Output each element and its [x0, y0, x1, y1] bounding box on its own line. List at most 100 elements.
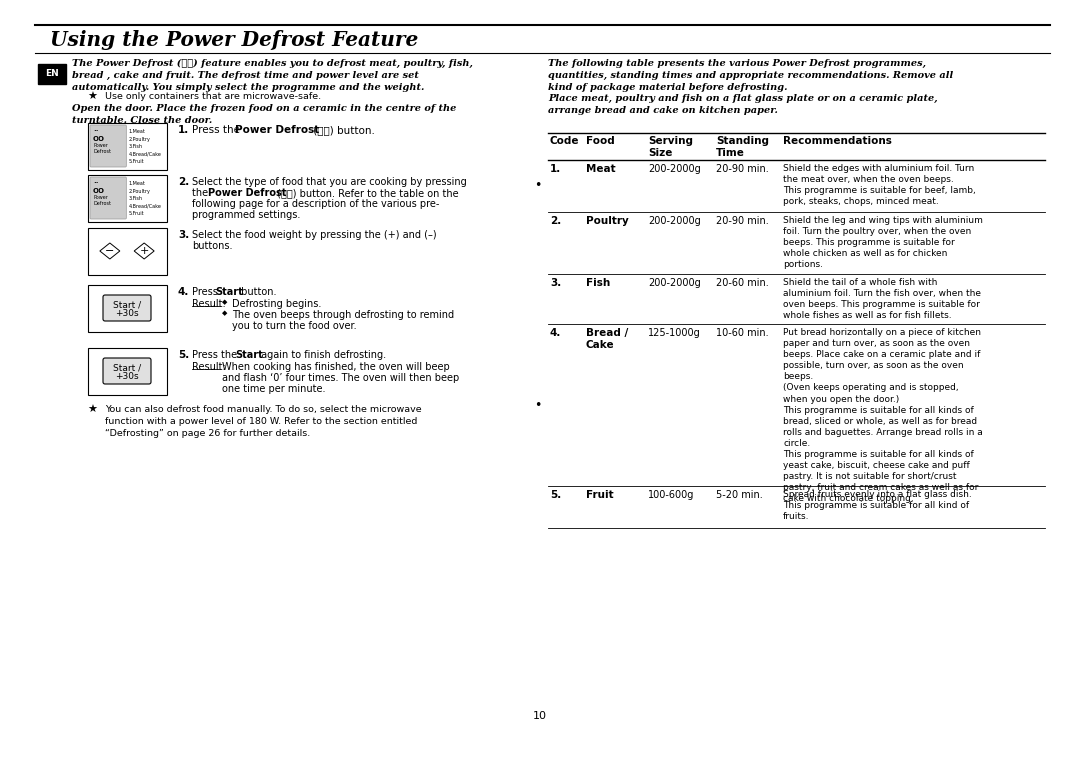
Text: Power Defrost: Power Defrost — [208, 188, 286, 198]
Text: and flash ‘0’ four times. The oven will then beep: and flash ‘0’ four times. The oven will … — [222, 373, 459, 383]
Text: −: − — [105, 246, 114, 256]
Text: 10: 10 — [534, 711, 546, 721]
Text: Open the door. Place the frozen food on a ceramic in the centre of the
turntable: Open the door. Place the frozen food on … — [72, 104, 457, 125]
Text: (被被) button.: (被被) button. — [310, 125, 375, 135]
Text: 4.Bread/Cake: 4.Bread/Cake — [129, 204, 161, 208]
Text: Fruit: Fruit — [586, 490, 613, 500]
Text: Put bread horizontally on a piece of kitchen
paper and turn over, as soon as the: Put bread horizontally on a piece of kit… — [783, 328, 983, 504]
Text: the: the — [192, 188, 212, 198]
Text: Select the food weight by pressing the (+) and (–): Select the food weight by pressing the (… — [192, 230, 436, 240]
Text: following page for a description of the various pre-: following page for a description of the … — [192, 199, 440, 209]
Text: 2.: 2. — [178, 177, 189, 187]
Text: Shield the edges with aluminium foil. Turn
the meat over, when the oven beeps.
T: Shield the edges with aluminium foil. Tu… — [783, 164, 975, 206]
Text: Serving
Size: Serving Size — [648, 136, 693, 158]
Text: you to turn the food over.: you to turn the food over. — [232, 321, 356, 331]
Text: ★: ★ — [87, 92, 97, 102]
Text: 10-60 min.: 10-60 min. — [716, 328, 769, 338]
Text: 200-2000g: 200-2000g — [648, 278, 701, 288]
Text: OO: OO — [93, 188, 105, 194]
Text: 3.: 3. — [550, 278, 562, 288]
Polygon shape — [134, 243, 154, 259]
FancyBboxPatch shape — [87, 123, 166, 169]
Text: Result:: Result: — [192, 299, 226, 309]
Text: 20-90 min.: 20-90 min. — [716, 164, 769, 174]
Text: +30s: +30s — [116, 309, 139, 318]
Text: Defrosting begins.: Defrosting begins. — [232, 299, 322, 309]
Text: 4.: 4. — [178, 287, 189, 297]
Text: •: • — [535, 398, 542, 411]
Text: Using the Power Defrost Feature: Using the Power Defrost Feature — [50, 30, 418, 50]
Text: Shield the leg and wing tips with aluminium
foil. Turn the poultry over, when th: Shield the leg and wing tips with alumin… — [783, 216, 983, 269]
Text: +30s: +30s — [116, 372, 139, 381]
Text: 1.: 1. — [550, 164, 562, 174]
Text: When cooking has finished, the oven will beep: When cooking has finished, the oven will… — [222, 362, 449, 372]
Text: Recommendations: Recommendations — [783, 136, 892, 146]
Text: Result:: Result: — [192, 362, 226, 372]
Text: Select the type of food that you are cooking by pressing: Select the type of food that you are coo… — [192, 177, 467, 187]
Text: Start /: Start / — [113, 363, 141, 372]
Text: Standing
Time: Standing Time — [716, 136, 769, 158]
Text: Power: Power — [93, 143, 108, 148]
FancyBboxPatch shape — [90, 177, 126, 219]
FancyBboxPatch shape — [87, 175, 166, 221]
Text: ★: ★ — [87, 405, 97, 415]
FancyBboxPatch shape — [38, 64, 66, 84]
Polygon shape — [99, 243, 120, 259]
Text: 2.Poultry: 2.Poultry — [129, 188, 150, 194]
Text: one time per minute.: one time per minute. — [222, 384, 325, 394]
FancyBboxPatch shape — [87, 285, 166, 331]
Text: Power Defrost: Power Defrost — [235, 125, 320, 135]
Text: Press the: Press the — [192, 350, 240, 360]
FancyBboxPatch shape — [87, 227, 166, 275]
Text: Bread /
Cake: Bread / Cake — [586, 328, 629, 349]
Text: 3.Fish: 3.Fish — [129, 144, 143, 149]
Text: ◆: ◆ — [222, 310, 228, 316]
Text: Start: Start — [215, 287, 243, 297]
FancyBboxPatch shape — [103, 358, 151, 384]
Text: 125-1000g: 125-1000g — [648, 328, 701, 338]
Text: 3.: 3. — [178, 230, 189, 240]
FancyBboxPatch shape — [87, 347, 166, 394]
Text: Start: Start — [235, 350, 262, 360]
Text: 4.Bread/Cake: 4.Bread/Cake — [129, 152, 161, 156]
Text: 3.Fish: 3.Fish — [129, 196, 143, 201]
Text: Defrost: Defrost — [93, 201, 111, 206]
Text: 100-600g: 100-600g — [648, 490, 694, 500]
Text: 1.Meat: 1.Meat — [129, 129, 145, 134]
Text: Spread fruits evenly into a flat glass dish.
This programme is suitable for all : Spread fruits evenly into a flat glass d… — [783, 490, 972, 521]
Text: Meat: Meat — [586, 164, 616, 174]
Text: The oven beeps through defrosting to remind: The oven beeps through defrosting to rem… — [232, 310, 454, 320]
Text: 2.: 2. — [550, 216, 562, 226]
Text: button.: button. — [238, 287, 276, 297]
Text: +: + — [139, 246, 149, 256]
Text: 200-2000g: 200-2000g — [648, 164, 701, 174]
Text: The following table presents the various Power Defrost programmes,
quantities, s: The following table presents the various… — [548, 59, 954, 115]
FancyBboxPatch shape — [90, 125, 126, 167]
Text: •: • — [535, 179, 542, 192]
Text: Power: Power — [93, 195, 108, 200]
Text: OO: OO — [93, 136, 105, 142]
Text: again to finish defrosting.: again to finish defrosting. — [258, 350, 387, 360]
FancyBboxPatch shape — [103, 295, 151, 321]
Text: Press: Press — [192, 287, 221, 297]
Text: 1.Meat: 1.Meat — [129, 181, 145, 186]
Text: buttons.: buttons. — [192, 241, 232, 251]
Text: (被被) button. Refer to the table on the: (被被) button. Refer to the table on the — [274, 188, 459, 198]
Text: 5.Fruit: 5.Fruit — [129, 159, 144, 164]
Text: ··: ·· — [93, 180, 98, 186]
Text: 5-20 min.: 5-20 min. — [716, 490, 762, 500]
Text: 5.Fruit: 5.Fruit — [129, 211, 144, 216]
Text: Start /: Start / — [113, 300, 141, 309]
Text: Defrost: Defrost — [93, 149, 111, 154]
Text: Fish: Fish — [586, 278, 610, 288]
Text: 1.: 1. — [178, 125, 189, 135]
Text: 5.: 5. — [178, 350, 189, 360]
Text: 20-60 min.: 20-60 min. — [716, 278, 769, 288]
Text: 5.: 5. — [550, 490, 562, 500]
Text: programmed settings.: programmed settings. — [192, 210, 300, 220]
Text: Food: Food — [586, 136, 615, 146]
Text: You can also defrost food manually. To do so, select the microwave
function with: You can also defrost food manually. To d… — [105, 405, 421, 438]
Text: Press the: Press the — [192, 125, 243, 135]
Text: 20-90 min.: 20-90 min. — [716, 216, 769, 226]
Text: 4.: 4. — [550, 328, 562, 338]
